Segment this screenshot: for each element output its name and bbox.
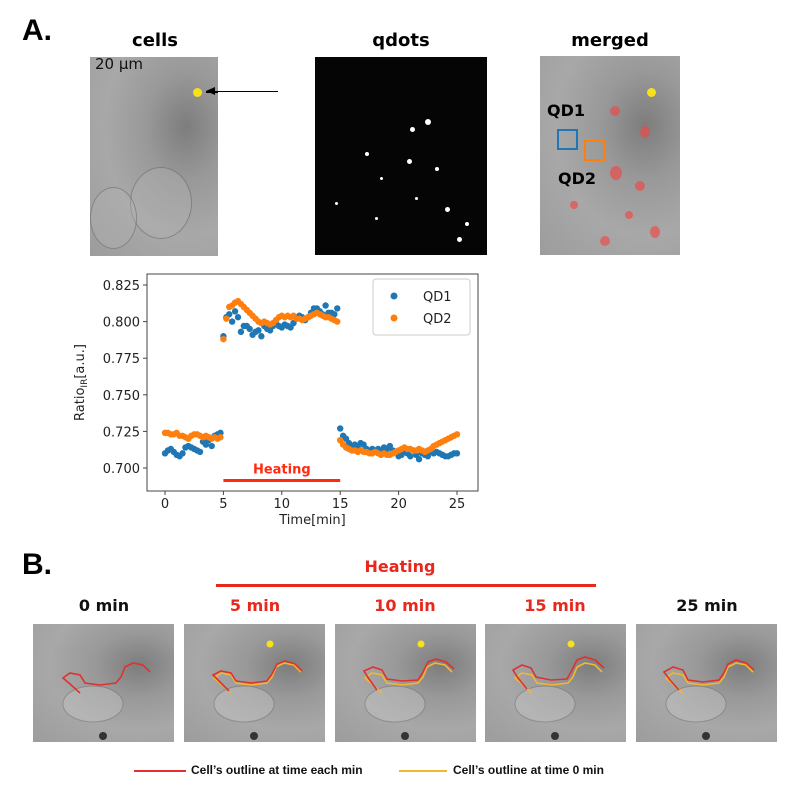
current-outline bbox=[362, 658, 455, 691]
y-axis-label: RatioIR[a.u.] bbox=[73, 344, 90, 421]
current-outline bbox=[662, 659, 755, 691]
legend-marker-qd2 bbox=[390, 314, 398, 322]
legend-marker-qd1 bbox=[390, 292, 398, 300]
qd2-label: QD2 bbox=[558, 169, 597, 188]
data-point-qd1 bbox=[234, 314, 242, 321]
qd1-label: QD1 bbox=[547, 101, 586, 120]
legend-box bbox=[372, 278, 471, 336]
arrow-line-outside bbox=[218, 90, 278, 92]
frame-time-label: 0 min bbox=[78, 596, 130, 615]
time-lapse-frame bbox=[636, 624, 777, 742]
heat-spot-marker bbox=[567, 640, 575, 648]
time-lapse-frame bbox=[184, 624, 325, 742]
y-axis-label-ylabel_sub: IR bbox=[80, 379, 90, 388]
y-tick-label: 0.800 bbox=[103, 316, 140, 331]
heating-annotation-label: Heating bbox=[253, 462, 311, 477]
data-point-qd1 bbox=[258, 333, 265, 340]
x-tick-label: 15 bbox=[332, 497, 349, 512]
panel-b-label: B. bbox=[22, 548, 52, 581]
scale-bar-label: 20 μm bbox=[95, 57, 144, 73]
x-tick-label: 0 bbox=[161, 497, 169, 512]
data-point-qd1 bbox=[334, 305, 341, 312]
heat-spot-marker bbox=[647, 88, 656, 97]
data-point-qd1 bbox=[453, 450, 461, 457]
heating-bar bbox=[216, 584, 596, 587]
legend-label-current: Cell’s outline at time each min bbox=[191, 763, 363, 777]
cells-title: cells bbox=[132, 30, 178, 51]
frame-time-label: 5 min bbox=[229, 596, 281, 615]
y-tick-label: 0.750 bbox=[103, 389, 140, 404]
data-point-qd1 bbox=[208, 442, 215, 450]
legend-red-line bbox=[134, 770, 186, 772]
data-point-qd1 bbox=[231, 308, 239, 315]
current-outline bbox=[511, 656, 605, 690]
data-point-qd2 bbox=[220, 335, 227, 343]
cell-outline-overlay bbox=[211, 640, 303, 740]
heat-spot-marker bbox=[417, 640, 425, 648]
legend-label-qd1: QD1 bbox=[423, 290, 452, 305]
cells-image: 20 μm bbox=[90, 57, 218, 256]
data-point-qd1 bbox=[337, 425, 344, 432]
merged-title: merged bbox=[571, 30, 649, 51]
x-tick-label: 10 bbox=[274, 497, 291, 512]
data-point-qd1 bbox=[196, 448, 204, 456]
data-point-qd1 bbox=[415, 456, 423, 463]
cell-outline-overlay bbox=[362, 640, 455, 740]
time-lapse-frame bbox=[485, 624, 626, 742]
legend-yellow-line bbox=[399, 770, 447, 772]
cell-outline-overlay bbox=[662, 659, 755, 740]
cell-outline-overlay bbox=[61, 662, 151, 740]
data-point-qd1 bbox=[407, 453, 414, 460]
legend-label-initial: Cell’s outline at time 0 min bbox=[453, 763, 604, 777]
y-tick-label: 0.775 bbox=[103, 352, 140, 367]
frame-time-label: 10 min bbox=[374, 596, 436, 615]
qd1-roi-box bbox=[557, 129, 578, 150]
x-axis-label: Time[min] bbox=[278, 513, 345, 528]
y-axis-label-ylabel_unit: [a.u.] bbox=[73, 344, 88, 379]
initial-outline bbox=[513, 662, 603, 694]
frame-time-label: 15 min bbox=[524, 596, 586, 615]
heat-spot-marker bbox=[266, 640, 274, 648]
heating-title: Heating bbox=[364, 557, 436, 576]
x-tick-label: 25 bbox=[449, 497, 466, 512]
initial-outline bbox=[664, 662, 754, 694]
data-point-qd2 bbox=[223, 315, 230, 322]
x-tick-label: 20 bbox=[390, 497, 407, 512]
legend-label-qd2: QD2 bbox=[423, 312, 452, 327]
data-point-qd2 bbox=[217, 434, 224, 441]
y-tick-label: 0.700 bbox=[103, 462, 140, 477]
frame-time-label: 25 min bbox=[676, 596, 738, 615]
initial-outline bbox=[363, 662, 453, 694]
merged-image: QD1 QD2 bbox=[540, 56, 680, 255]
panel-a-label: A. bbox=[22, 14, 52, 47]
qd2-roi-box bbox=[584, 140, 605, 161]
cell-outline-overlay bbox=[511, 640, 605, 740]
y-tick-label: 0.825 bbox=[103, 279, 140, 294]
data-point-qd1 bbox=[246, 325, 253, 333]
current-outline bbox=[61, 662, 151, 694]
ratio-chart: 0 5 10 15 20 25 0.700 0.725 0.750 0.775 0.800 0.825… bbox=[73, 273, 479, 528]
qdots-title: qdots bbox=[372, 30, 430, 51]
x-tick-label: 5 bbox=[219, 497, 227, 512]
data-point-qd1 bbox=[217, 429, 224, 437]
y-tick-label: 0.725 bbox=[103, 425, 140, 440]
data-point-qd2 bbox=[334, 318, 341, 325]
heat-spot-marker bbox=[193, 88, 202, 97]
time-lapse-frame bbox=[33, 624, 174, 742]
time-lapse-frame bbox=[335, 624, 476, 742]
arrow-head-icon bbox=[206, 87, 215, 95]
data-point-qd1 bbox=[255, 327, 262, 334]
data-point-qd1 bbox=[322, 302, 329, 309]
data-point-qd1 bbox=[228, 318, 236, 325]
data-point-qd1 bbox=[179, 450, 186, 457]
y-axis-label-ylabel_main: Ratio bbox=[73, 388, 88, 421]
data-point-qd2 bbox=[453, 431, 461, 438]
initial-outline bbox=[212, 662, 302, 694]
data-point-qd1 bbox=[237, 328, 245, 336]
qdots-image bbox=[315, 57, 487, 255]
current-outline bbox=[211, 660, 303, 692]
